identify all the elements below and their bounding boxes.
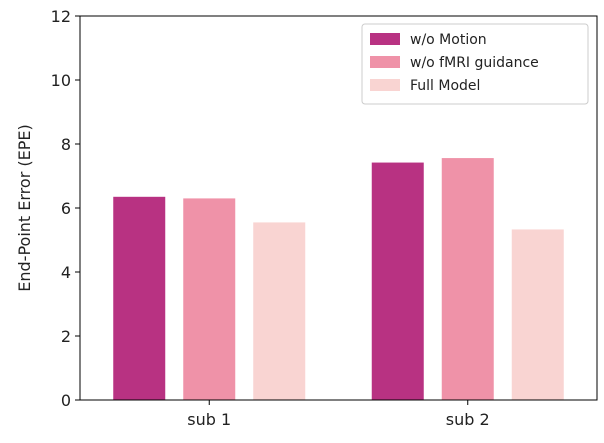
bar-1-1	[113, 196, 166, 400]
legend-label-2: w/o fMRI guidance	[410, 55, 539, 71]
legend-label-3: Full Model	[410, 78, 480, 94]
bar-3-2	[511, 229, 564, 400]
bar-2-1	[183, 198, 236, 400]
x-tick-label: sub 2	[446, 410, 490, 429]
y-tick-label: 0	[61, 391, 71, 410]
y-axis-title: End-Point Error (EPE)	[15, 124, 34, 291]
legend-label-1: w/o Motion	[410, 32, 487, 48]
legend-swatch-2	[370, 56, 400, 68]
bars-layer	[113, 158, 564, 400]
legend-swatch-1	[370, 33, 400, 45]
bar-2-2	[441, 158, 494, 400]
y-tick-label: 6	[61, 199, 71, 218]
y-tick-label: 12	[51, 7, 71, 26]
legend-box	[361, 23, 589, 105]
legend-swatch-3	[370, 79, 400, 91]
y-tick-label: 10	[51, 71, 71, 90]
x-tick-label: sub 1	[187, 410, 231, 429]
bar-1-2	[371, 162, 424, 400]
y-axis-ticks: 0 2 4 6 8 10 12	[51, 7, 80, 410]
y-tick-label: 2	[61, 327, 71, 346]
legend: w/o Motion w/o fMRI guidance Full Model	[361, 23, 589, 105]
y-tick-label: 8	[61, 135, 71, 154]
bar-3-1	[253, 222, 306, 400]
x-axis-ticks: sub 1 sub 2	[187, 400, 490, 429]
y-tick-label: 4	[61, 263, 71, 282]
